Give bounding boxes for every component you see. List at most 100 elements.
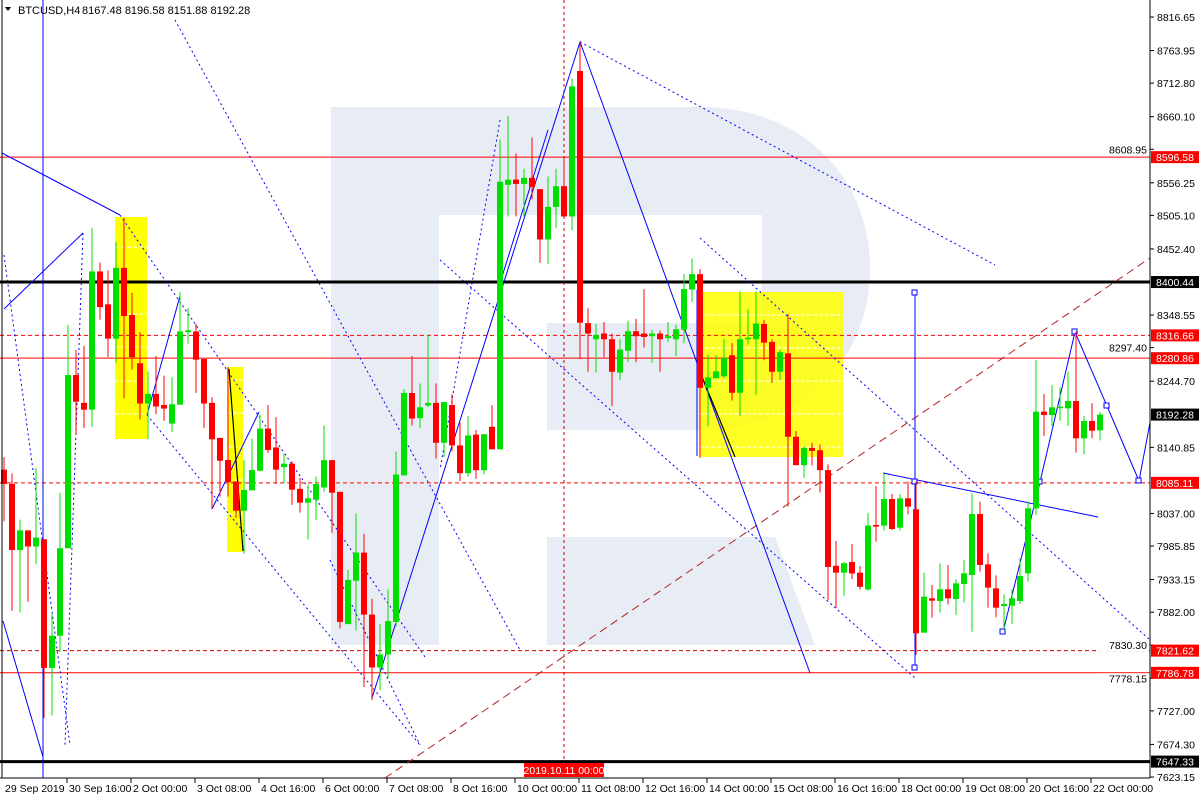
candle <box>385 589 391 679</box>
candle-body <box>161 405 167 409</box>
candle-body <box>1065 401 1071 409</box>
candle-body <box>777 352 783 372</box>
candle-body <box>649 333 655 337</box>
level-label: 8085.11 <box>1156 478 1193 490</box>
price-tick-label: 8348.55 <box>1157 310 1195 322</box>
candle-body <box>873 524 879 527</box>
collapse-triangle-icon[interactable] <box>5 7 11 11</box>
candle <box>353 513 359 631</box>
candle <box>665 321 671 342</box>
time-tick-label: 29 Sep 2019 <box>5 783 65 795</box>
candle <box>193 323 199 393</box>
candle-body <box>249 470 255 491</box>
candle <box>321 425 327 492</box>
candle <box>545 176 551 265</box>
price-tick-label: 8140.85 <box>1157 442 1195 454</box>
candle <box>1065 371 1071 426</box>
candle <box>809 442 815 466</box>
candle <box>433 383 439 459</box>
price-tick-label-bg <box>1098 144 1149 156</box>
candle <box>209 397 215 509</box>
candle <box>505 115 511 217</box>
highlight-zones <box>115 217 843 552</box>
candle-body <box>793 436 799 466</box>
candle <box>913 481 919 655</box>
candle <box>1025 501 1031 582</box>
candle-body <box>673 329 679 340</box>
candle <box>585 308 591 372</box>
candle <box>161 375 167 421</box>
candle-body <box>97 271 103 308</box>
candle-body <box>1001 604 1007 606</box>
dashed-trendline-red <box>384 257 1151 779</box>
candle-body <box>113 267 119 339</box>
candle-body <box>769 341 775 372</box>
candle-body <box>857 572 863 587</box>
candle <box>273 417 279 484</box>
candle-body <box>369 614 375 668</box>
candle-body <box>473 434 479 471</box>
level-label: 8400.44 <box>1156 277 1194 289</box>
candle <box>1089 403 1095 439</box>
price-tick-label-bg <box>1098 342 1149 354</box>
candle-body <box>985 564 991 588</box>
candle-body <box>817 450 823 471</box>
candle-body <box>497 181 503 450</box>
candle-body <box>329 460 335 493</box>
candle-body <box>1097 414 1103 431</box>
candle-body <box>337 491 343 622</box>
candle-body <box>153 393 159 407</box>
time-tick-label: 6 Oct 00:00 <box>325 783 379 795</box>
candle <box>265 405 271 453</box>
candle-body <box>1089 421 1095 431</box>
candle <box>473 429 479 479</box>
candle <box>745 309 751 345</box>
candle <box>249 438 255 491</box>
candle-body <box>993 588 999 608</box>
candle <box>377 624 383 690</box>
candle <box>857 565 863 590</box>
candle-body <box>833 565 839 573</box>
candle <box>345 569 351 625</box>
candle-body <box>889 499 895 530</box>
candle-body <box>697 274 703 388</box>
candle-body <box>897 498 903 528</box>
candle-body <box>297 488 303 503</box>
candle-body <box>721 357 727 377</box>
candle <box>865 512 871 591</box>
candle <box>537 189 543 263</box>
candle <box>409 356 415 426</box>
candle-body <box>321 460 327 488</box>
time-tick-label: 30 Sep 16:00 <box>69 783 132 795</box>
candle <box>897 493 903 531</box>
candle-body <box>977 514 983 565</box>
price-tick-label-bg <box>1098 673 1149 685</box>
horizontal-levels <box>0 156 1150 764</box>
candle <box>561 157 567 217</box>
price-tick-label: 8660.10 <box>1157 112 1195 124</box>
candle-body <box>681 289 687 330</box>
candle <box>825 464 831 601</box>
candle-body <box>841 563 847 573</box>
candle <box>945 564 951 605</box>
level-label: 7821.62 <box>1156 646 1194 658</box>
candle-body <box>881 499 887 526</box>
candle-body <box>633 331 639 337</box>
candle <box>17 519 23 613</box>
candle <box>177 292 183 405</box>
candle-body <box>353 552 359 581</box>
candle <box>25 530 31 602</box>
candle-body <box>105 304 111 339</box>
candle <box>593 323 599 373</box>
candle <box>121 217 127 399</box>
time-tick-label: 12 Oct 16:00 <box>645 783 705 795</box>
time-tick-label: 22 Oct 00:00 <box>1093 783 1153 795</box>
price-tick-label-bg <box>1098 640 1149 652</box>
level-label-bg <box>1151 476 1199 489</box>
candle <box>241 460 247 554</box>
price-tick-label: 7623.15 <box>1157 772 1195 784</box>
candle <box>153 356 159 415</box>
candle-body <box>201 358 207 404</box>
candle <box>713 355 719 379</box>
